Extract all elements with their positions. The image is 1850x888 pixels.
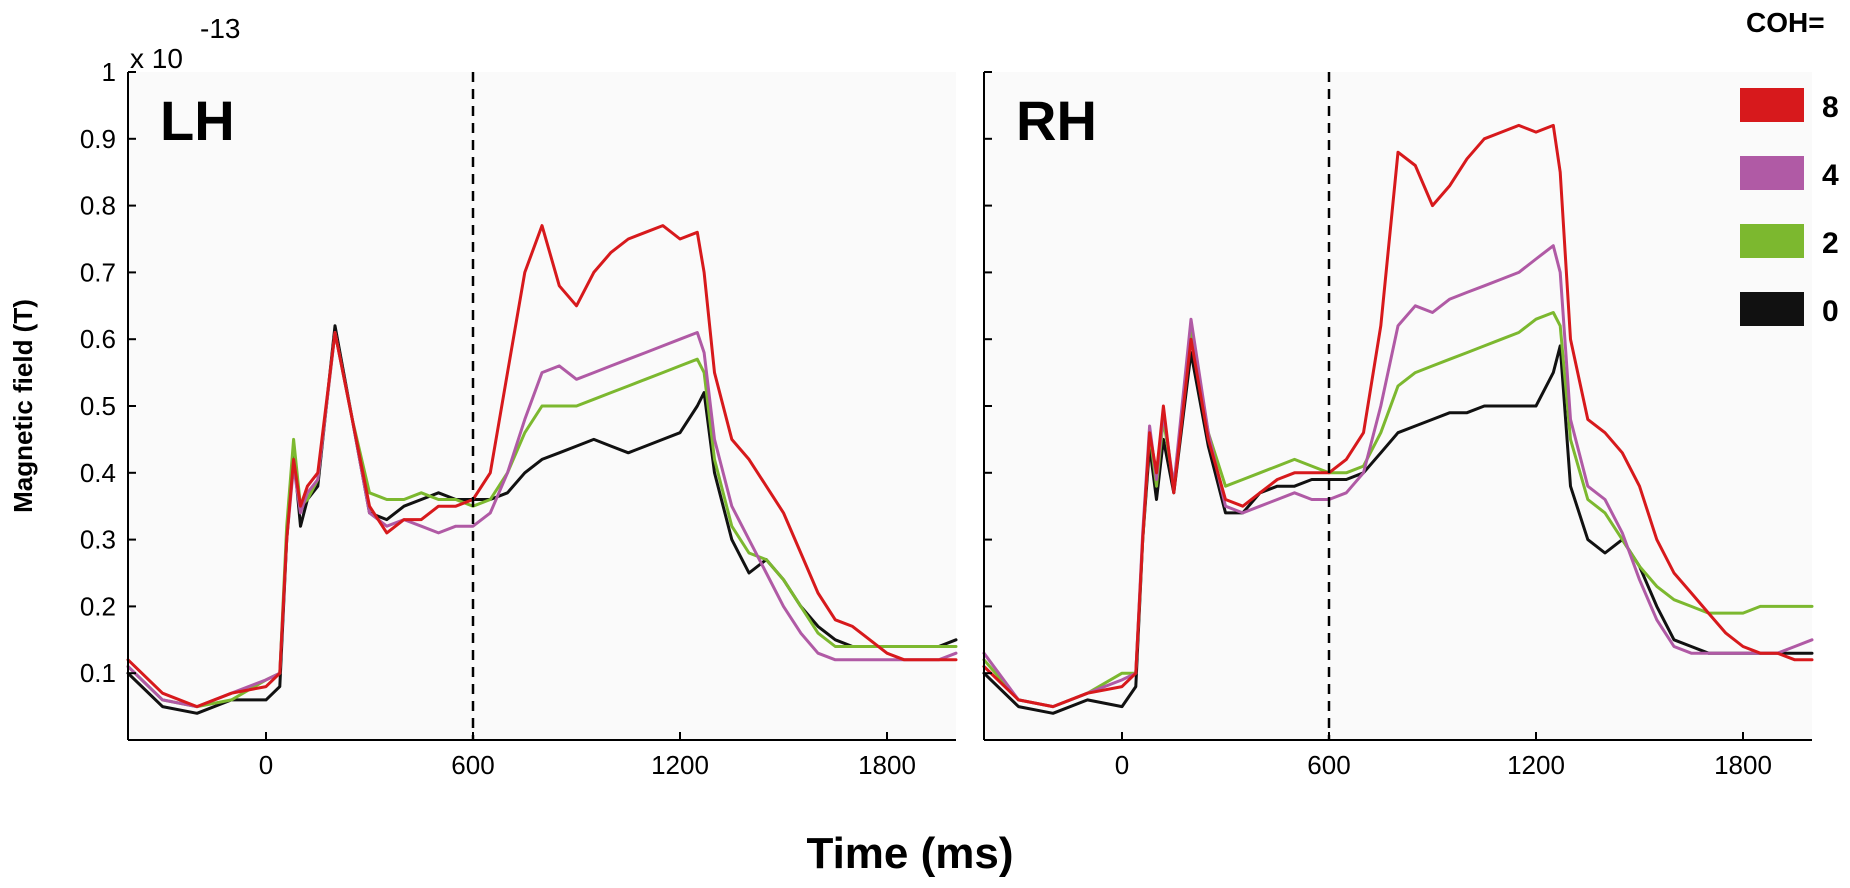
y-tick-label: 0.2 xyxy=(80,591,116,621)
y-tick-label: 0.8 xyxy=(80,191,116,221)
panel-label-lh: LH xyxy=(160,89,235,152)
series-line-coh-8 xyxy=(982,123,1814,709)
x-tick-label: 1200 xyxy=(1507,750,1565,780)
series-layer xyxy=(982,123,1814,715)
y-tick-label: 1 xyxy=(102,57,116,87)
panel-label-rh: RH xyxy=(1016,89,1097,152)
y-multiplier-base: x 10 xyxy=(130,43,183,74)
y-multiplier-exponent: -13 xyxy=(200,13,240,44)
x-ticks: 0 600 1200 1800 xyxy=(259,732,916,780)
x-tick-label: 600 xyxy=(451,750,494,780)
series-line-coh-8 xyxy=(126,224,958,709)
y-tick-label: 0.6 xyxy=(80,324,116,354)
legend-swatch-coh-8 xyxy=(1740,88,1804,122)
series-line-coh-4 xyxy=(126,331,958,709)
series-line-coh-2 xyxy=(982,311,1814,709)
series-line-coh-0 xyxy=(982,344,1814,715)
x-tick-label: 1200 xyxy=(651,750,709,780)
y-tick-label: 0.5 xyxy=(80,391,116,421)
y-tick-label: 0.1 xyxy=(80,658,116,688)
legend-label-coh-4: 4 xyxy=(1822,159,1839,192)
panel-rh: 0 600 1200 1800 RH xyxy=(982,71,1814,780)
legend-label-coh-8: 8 xyxy=(1822,91,1839,124)
x-tick-label: 1800 xyxy=(858,750,916,780)
y-tick-label: 0.4 xyxy=(80,458,116,488)
y-ticks xyxy=(984,71,992,675)
y-tick-label: 0.3 xyxy=(80,525,116,555)
legend: COH= 8 4 2 0 xyxy=(1740,7,1839,328)
plot-area-background xyxy=(984,72,1812,740)
x-axis-title: Time (ms) xyxy=(806,829,1013,878)
x-tick-label: 0 xyxy=(1115,750,1129,780)
series-line-coh-4 xyxy=(982,244,1814,709)
legend-swatch-coh-4 xyxy=(1740,156,1804,190)
y-tick-label: 0.7 xyxy=(80,257,116,287)
x-ticks: 0 600 1200 1800 xyxy=(1115,732,1772,780)
x-tick-label: 0 xyxy=(259,750,273,780)
legend-swatch-coh-2 xyxy=(1740,224,1804,258)
legend-title: COH= xyxy=(1746,7,1825,38)
series-line-coh-0 xyxy=(126,324,958,715)
panel-lh: 0.1 0.2 0.3 0.4 0.5 0.6 0.7 0.8 0.9 1 0 600 1200 180… xyxy=(80,13,958,780)
legend-label-coh-2: 2 xyxy=(1822,227,1839,260)
y-tick-label: 0.9 xyxy=(80,124,116,154)
y-ticks: 0.1 0.2 0.3 0.4 0.5 0.6 0.7 0.8 0.9 1 xyxy=(80,57,136,688)
series-layer xyxy=(126,224,958,715)
x-tick-label: 1800 xyxy=(1714,750,1772,780)
y-axis-title: Magnetic field (T) xyxy=(8,299,38,513)
legend-swatch-coh-0 xyxy=(1740,292,1804,326)
x-tick-label: 600 xyxy=(1307,750,1350,780)
legend-label-coh-0: 0 xyxy=(1822,295,1839,328)
